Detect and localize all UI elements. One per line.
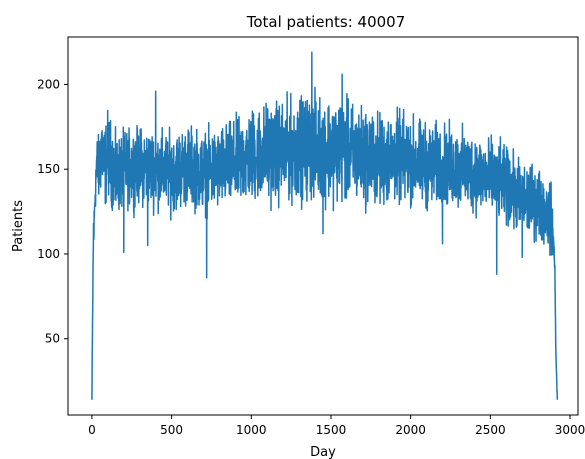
plot-area	[67, 36, 579, 416]
x-tick-label: 3000	[555, 423, 585, 437]
series-layer	[91, 51, 559, 400]
y-tick-label: 100	[37, 247, 60, 261]
x-tick-label: 2000	[395, 423, 426, 437]
x-axis: 0 500 1000 1500 2000 2500 3000	[88, 415, 585, 437]
y-tick-label: 50	[45, 332, 60, 346]
y-tick-label: 200	[37, 77, 60, 91]
x-axis-label: Day	[310, 445, 336, 459]
y-axis: 50 100 150 200	[37, 77, 68, 346]
y-tick-label: 150	[37, 162, 60, 176]
x-tick-label: 500	[160, 423, 183, 437]
chart-title: Total patients: 40007	[246, 13, 406, 31]
x-tick-label: 2500	[475, 423, 506, 437]
x-tick-label: 1000	[236, 423, 267, 437]
y-axis-label: Patients	[11, 200, 26, 252]
plot-frame	[67, 36, 579, 416]
series-line	[91, 51, 559, 400]
x-tick-label: 0	[88, 423, 96, 437]
x-tick-label: 1500	[316, 423, 347, 437]
